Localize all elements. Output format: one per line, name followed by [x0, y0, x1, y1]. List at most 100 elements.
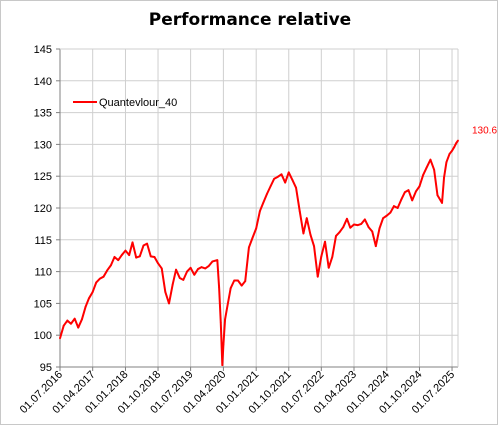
data-point — [160, 267, 163, 270]
data-point — [453, 146, 456, 148]
last-value-label: 130.6 — [472, 126, 497, 137]
y-tick-label: 110 — [34, 267, 52, 279]
data-point — [451, 149, 453, 152]
data-point — [113, 256, 116, 258]
data-point — [269, 185, 272, 188]
data-point — [324, 240, 326, 243]
data-point — [445, 161, 448, 164]
data-point — [131, 241, 134, 244]
data-point — [200, 266, 203, 269]
data-point — [418, 185, 421, 188]
y-tick-label: 105 — [34, 298, 52, 310]
data-point — [309, 233, 312, 236]
data-point — [248, 246, 250, 249]
data-point — [378, 227, 381, 230]
data-point — [62, 324, 65, 327]
data-point — [178, 277, 181, 279]
data-point — [335, 235, 337, 237]
legend-label: Quantevlour_40 — [99, 97, 177, 109]
data-point — [66, 319, 69, 322]
data-point — [221, 364, 224, 366]
data-point — [95, 281, 98, 284]
data-point — [124, 249, 127, 252]
data-point — [216, 259, 219, 262]
y-tick-label: 145 — [34, 44, 52, 56]
data-point — [189, 266, 192, 269]
data-point — [266, 193, 268, 195]
data-point — [153, 256, 156, 258]
data-point — [91, 291, 94, 293]
data-point — [374, 245, 377, 248]
data-point — [276, 175, 279, 178]
data-point — [222, 343, 225, 346]
data-point — [436, 194, 439, 197]
data-point — [88, 297, 90, 300]
data-point — [455, 142, 458, 145]
y-tick-label: 135 — [34, 108, 52, 120]
data-point — [443, 176, 445, 179]
data-point — [164, 291, 167, 293]
data-point — [240, 284, 243, 287]
data-point — [400, 198, 403, 201]
data-point — [396, 207, 399, 209]
y-tick-label: 120 — [34, 203, 52, 215]
chart-title: Performance relative — [148, 10, 352, 30]
data-point — [168, 302, 170, 305]
data-point — [146, 242, 148, 245]
data-point — [135, 256, 138, 259]
data-point — [342, 226, 345, 228]
data-point — [207, 264, 210, 267]
y-tick-label: 130 — [34, 139, 52, 151]
y-tick-label: 95 — [40, 362, 52, 374]
data-point — [229, 287, 232, 290]
data-point — [349, 226, 352, 229]
labels: 130.6 — [472, 126, 497, 137]
data-point — [316, 275, 319, 278]
data-point — [346, 217, 348, 220]
y-tick-label: 125 — [34, 171, 52, 183]
data-point — [367, 226, 370, 228]
data-point — [448, 153, 451, 155]
data-point — [298, 210, 301, 213]
series-line-0 — [59, 140, 459, 367]
data-point — [331, 256, 334, 258]
data-point — [117, 259, 120, 262]
data-point — [363, 218, 366, 221]
data-point — [149, 255, 152, 258]
data-point — [338, 231, 341, 234]
data-point — [193, 273, 196, 276]
data-point — [70, 322, 72, 325]
data-point — [302, 232, 305, 235]
data-point — [84, 305, 87, 308]
data-point — [371, 230, 374, 233]
data-point — [258, 210, 261, 213]
data-point — [433, 168, 436, 171]
data-point — [353, 223, 355, 226]
data-point — [244, 280, 247, 283]
data-point — [233, 279, 236, 282]
data-point — [404, 191, 406, 194]
data-point — [360, 223, 363, 225]
data-point — [327, 266, 330, 269]
data-point — [99, 277, 101, 280]
data-point — [441, 202, 443, 204]
data-point — [128, 254, 131, 256]
data-point — [320, 255, 323, 258]
data-point — [305, 217, 308, 220]
data-point — [142, 244, 145, 247]
data-point — [425, 166, 428, 169]
data-point — [411, 199, 414, 202]
data-point — [237, 279, 239, 282]
data-point — [204, 267, 207, 270]
data-point — [422, 174, 425, 176]
legend: Quantevlour_40 — [73, 97, 177, 109]
data-point — [219, 321, 222, 324]
data-point — [255, 227, 258, 230]
data-point — [77, 326, 80, 329]
data-point — [389, 211, 392, 214]
data-point — [171, 283, 174, 286]
data-point — [262, 202, 265, 204]
data-point — [59, 337, 61, 340]
